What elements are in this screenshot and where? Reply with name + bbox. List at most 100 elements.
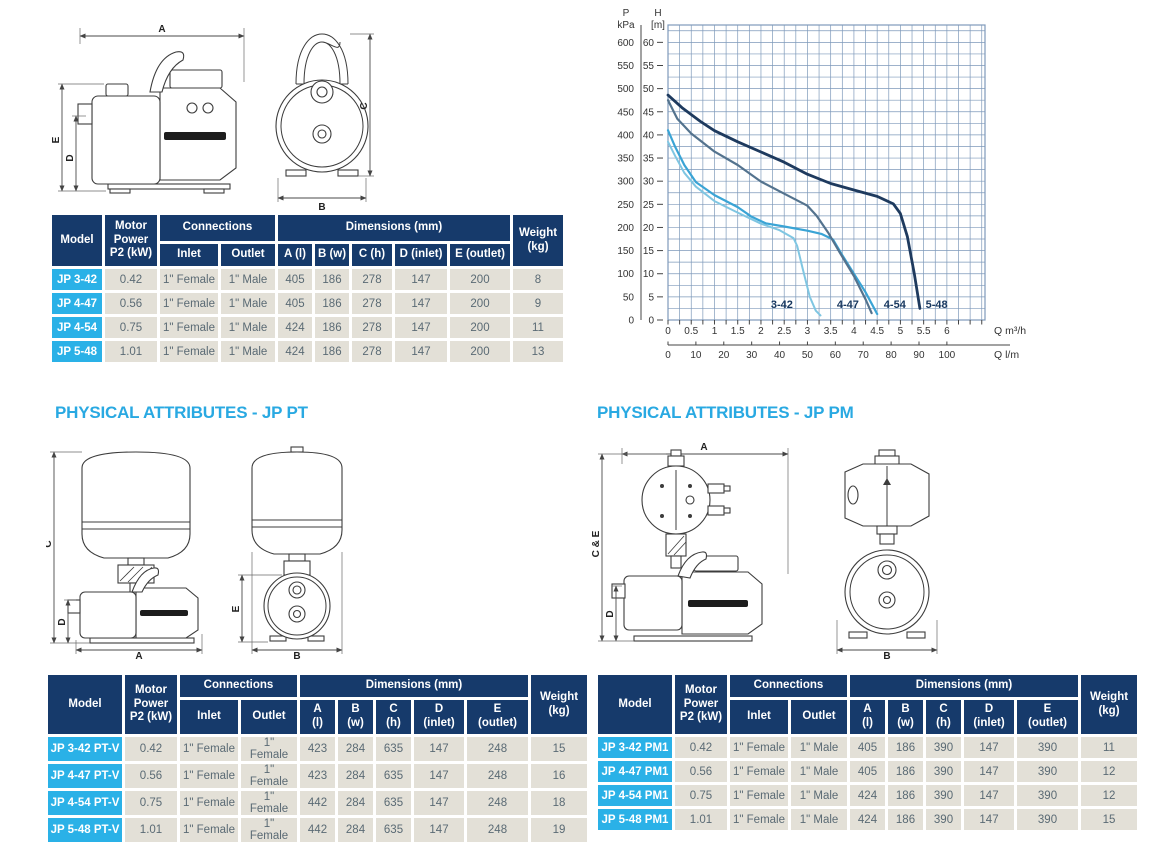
model-cell: JP 3-42 PT-V xyxy=(48,737,122,761)
data-cell: 1" Female xyxy=(160,269,218,290)
x-tick-label: 3.5 xyxy=(824,326,838,337)
data-cell: 147 xyxy=(395,317,447,338)
data-cell: 9 xyxy=(513,293,563,314)
col-header-dim-e: E (outlet) xyxy=(467,700,528,734)
jp-pm-side-view-drawing: A C & E D xyxy=(592,442,789,642)
p-tick-label: 150 xyxy=(617,246,634,257)
h-tick-label: 60 xyxy=(643,38,655,49)
dimension-label-b: B xyxy=(293,651,300,660)
model-cell: JP 5-48 xyxy=(52,341,102,362)
data-cell: 15 xyxy=(531,737,587,761)
jp-pt-front-view-drawing: E B xyxy=(232,446,343,660)
col-header-outlet: Outlet xyxy=(241,700,297,734)
data-cell: 1" Female xyxy=(160,293,218,314)
model-cell: JP 3-42 xyxy=(52,269,102,290)
curve-label-4-54: 4-54 xyxy=(884,299,907,311)
curve-5-48 xyxy=(666,93,922,310)
dimension-label-b: B xyxy=(318,202,325,212)
col-header-weight: Weight (kg) xyxy=(513,215,563,266)
dimension-label-c: C xyxy=(359,102,370,109)
data-cell: 1" Female xyxy=(160,317,218,338)
data-cell: 424 xyxy=(278,341,312,362)
jp-pm-dimension-drawing: A C & E D xyxy=(592,442,957,660)
data-cell: 186 xyxy=(888,785,923,806)
data-cell: 423 xyxy=(300,737,335,761)
h-tick-label: 35 xyxy=(643,154,655,165)
data-cell: 147 xyxy=(414,791,464,815)
data-cell: 1" Male xyxy=(221,317,275,338)
table-row: JP 4-54 PM1 0.75 1" Female 1" Male 424 186 390… xyxy=(598,785,1137,806)
model-cell: JP 4-54 xyxy=(52,317,102,338)
table-row: JP 5-48 PT-V 1.01 1" Female 1" Female 442 284… xyxy=(48,818,587,842)
table-row: JP 3-42 PM1 0.42 1" Female 1" Male 405 186 390… xyxy=(598,737,1137,758)
h-tick-label: 25 xyxy=(643,200,655,211)
plot-border xyxy=(667,24,986,321)
x-tick-label: 2.5 xyxy=(777,326,791,337)
table-row: JP 4-47 PT-V 0.56 1" Female 1" Female 423 284… xyxy=(48,764,587,788)
lm-tick-label: 20 xyxy=(718,350,730,361)
jp-front-view-drawing: C B xyxy=(275,33,374,212)
col-header-dim-b: B (w) xyxy=(315,244,349,266)
col-header-dim-a: A (l) xyxy=(850,700,885,734)
lm-tick-label: 0 xyxy=(665,350,671,361)
data-cell: 200 xyxy=(450,341,510,362)
h-tick-label: 15 xyxy=(643,246,655,257)
data-cell: 147 xyxy=(964,785,1014,806)
jp-pm-front-view-drawing: B xyxy=(836,449,938,660)
data-cell: 1" Female xyxy=(730,761,788,782)
data-cell: 1" Male xyxy=(221,269,275,290)
data-cell: 424 xyxy=(850,809,885,830)
p-tick-label: 50 xyxy=(623,292,635,303)
data-cell: 19 xyxy=(531,818,587,842)
data-cell: 16 xyxy=(531,764,587,788)
col-header-inlet: Inlet xyxy=(730,700,788,734)
data-cell: 284 xyxy=(338,791,373,815)
spec-table: Model Motor Power P2 (kW) Connections Dimensi… xyxy=(595,672,1140,833)
data-cell: 200 xyxy=(450,293,510,314)
col-header-inlet: Inlet xyxy=(160,244,218,266)
col-header-dim-c: C (h) xyxy=(376,700,411,734)
dimension-label-d: D xyxy=(57,618,68,625)
data-cell: 390 xyxy=(1017,737,1078,758)
data-cell: 0.42 xyxy=(105,269,157,290)
data-cell: 1.01 xyxy=(105,341,157,362)
jp-pt-side-view-drawing: C D A xyxy=(46,451,203,660)
data-cell: 405 xyxy=(278,269,312,290)
col-header-inlet: Inlet xyxy=(180,700,238,734)
dimension-label-a: A xyxy=(135,651,142,660)
data-cell: 0.56 xyxy=(105,293,157,314)
dimension-label-c: C xyxy=(46,540,54,547)
p-tick-label: 400 xyxy=(617,130,634,141)
spec-table: Model Motor Power P2 (kW) Connections Dimensi… xyxy=(49,212,566,365)
lm-tick-label: 40 xyxy=(774,350,786,361)
h-tick-label: 20 xyxy=(643,223,655,234)
lm-tick-label: 70 xyxy=(858,350,870,361)
section-heading-jp-pt: PHYSICAL ATTRIBUTES - JP PT xyxy=(55,403,308,422)
model-cell: JP 4-47 PM1 xyxy=(598,761,672,782)
h-tick-label: 5 xyxy=(648,292,654,303)
data-cell: 284 xyxy=(338,818,373,842)
data-cell: 0.56 xyxy=(675,761,727,782)
data-cell: 1" Female xyxy=(730,809,788,830)
data-cell: 284 xyxy=(338,764,373,788)
data-cell: 12 xyxy=(1081,761,1137,782)
data-cell: 424 xyxy=(850,785,885,806)
data-cell: 1" Female xyxy=(730,785,788,806)
model-cell: JP 4-54 PM1 xyxy=(598,785,672,806)
data-cell: 1" Female xyxy=(730,737,788,758)
lm-tick-label: 80 xyxy=(886,350,898,361)
data-cell: 147 xyxy=(395,293,447,314)
data-cell: 147 xyxy=(395,269,447,290)
data-cell: 1" Female xyxy=(160,341,218,362)
data-cell: 1" Male xyxy=(221,293,275,314)
curve-4-54 xyxy=(666,99,873,315)
lm-tick-label: 50 xyxy=(802,350,814,361)
lm-tick-label: 90 xyxy=(913,350,925,361)
curve-label-4-47: 4-47 xyxy=(837,299,859,311)
col-header-dim-c: C (h) xyxy=(352,244,392,266)
data-cell: 147 xyxy=(964,761,1014,782)
data-cell: 0.42 xyxy=(675,737,727,758)
data-cell: 1" Female xyxy=(241,737,297,761)
col-header-motor-power: Motor Power P2 (kW) xyxy=(675,675,727,734)
data-cell: 11 xyxy=(513,317,563,338)
